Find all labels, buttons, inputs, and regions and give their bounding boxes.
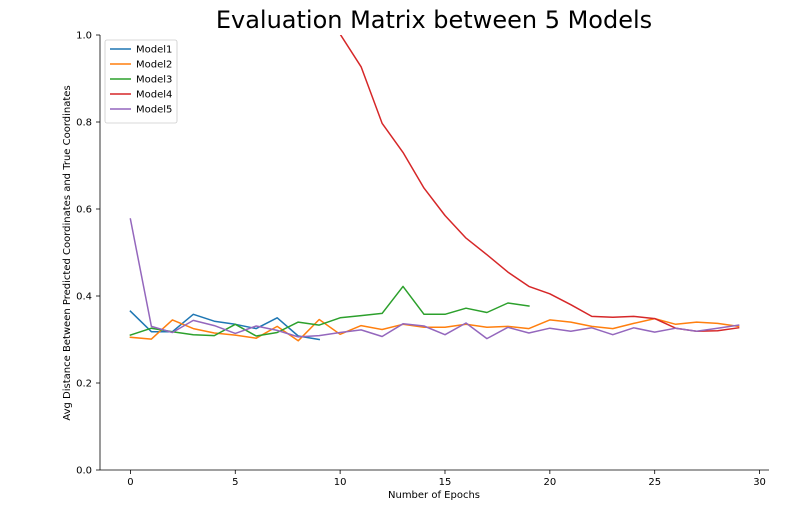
series-line-model3: [129, 285, 530, 337]
series-layer: [129, 35, 740, 342]
series-line-model5: [129, 218, 740, 340]
ticks-layer: 0 5 10 15 20 25 30 0.0 0.2 0.4 0.6 0.8 1.0: [76, 31, 766, 489]
legend: Model1 Model2 Model3 Model4 Model5: [104, 39, 178, 124]
legend-frame: [104, 39, 178, 124]
axes-layer: [99, 35, 769, 471]
x-tick-label: 15: [439, 477, 452, 488]
y-tick-label: 0.8: [76, 118, 92, 129]
series-line-model4: [339, 35, 740, 332]
legend-label: Model1: [136, 45, 172, 56]
x-tick-label: 30: [753, 477, 766, 488]
x-tick-label: 10: [334, 477, 347, 488]
chart-title: Evaluation Matrix between 5 Models: [215, 6, 653, 34]
x-tick-label: 5: [232, 477, 238, 488]
x-axis-label: Number of Epochs: [388, 490, 480, 501]
y-tick-label: 0.0: [76, 466, 92, 477]
legend-label: Model4: [136, 90, 172, 101]
y-tick-label: 1.0: [76, 31, 92, 42]
x-tick-label: 25: [648, 477, 661, 488]
x-tick-label: 20: [543, 477, 556, 488]
legend-label: Model2: [136, 60, 172, 71]
legend-label: Model3: [136, 75, 172, 86]
y-tick-label: 0.2: [76, 379, 92, 390]
y-tick-label: 0.6: [76, 205, 92, 216]
y-tick-label: 0.4: [76, 292, 92, 303]
x-tick-label: 0: [127, 477, 133, 488]
series-line-model2: [129, 317, 740, 342]
y-axis-label: Avg Distance Between Predicted Coordinat…: [62, 85, 73, 420]
legend-label: Model5: [136, 105, 172, 116]
